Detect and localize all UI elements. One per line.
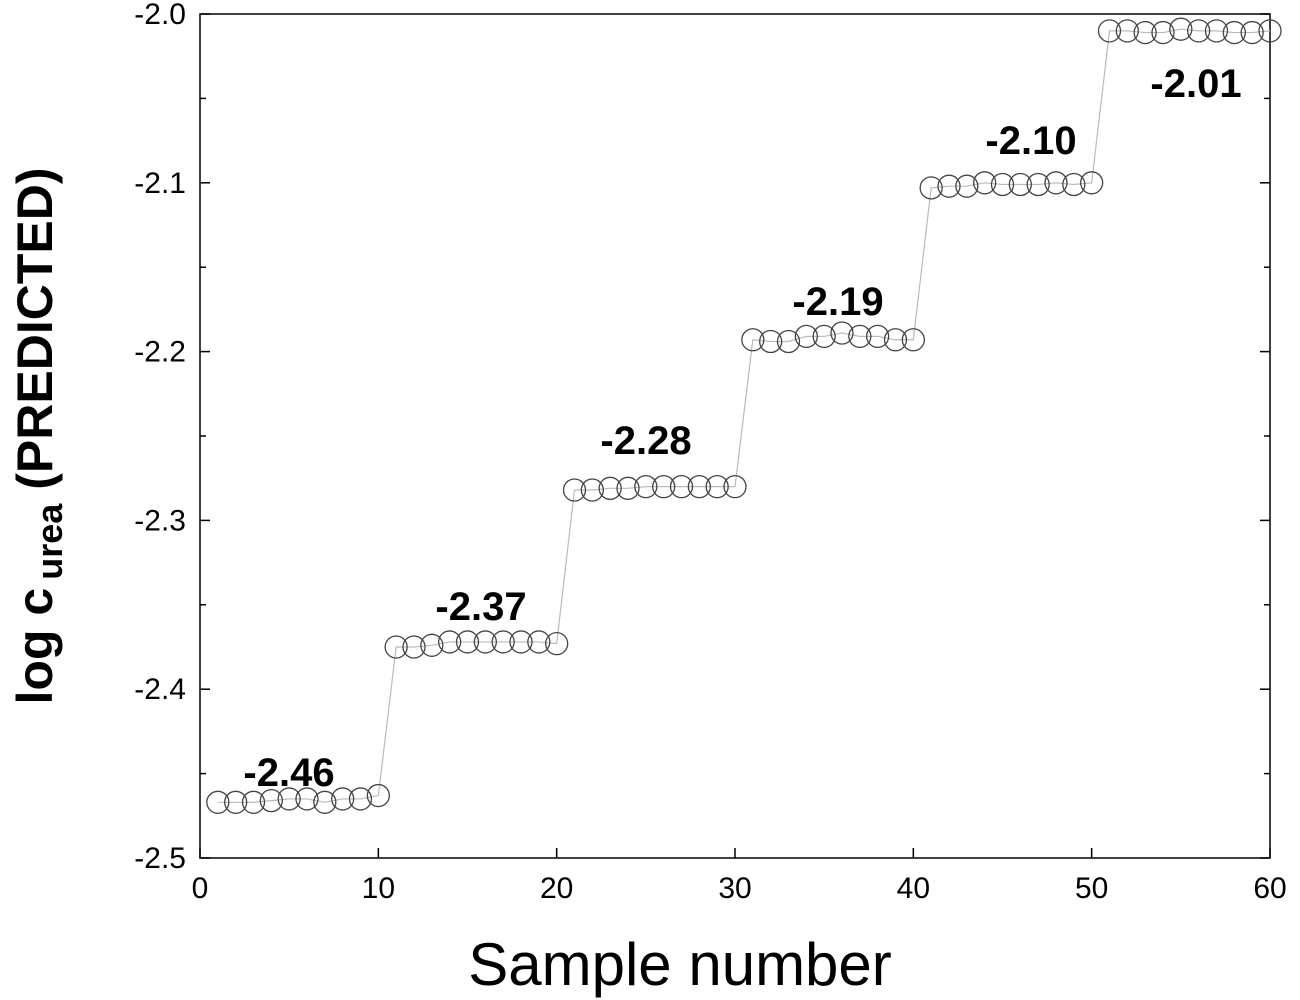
y-label-subscript: urea xyxy=(29,503,70,580)
data-point xyxy=(1222,20,1246,45)
data-point xyxy=(669,474,694,499)
data-point xyxy=(455,630,480,654)
annotation: -2.37 xyxy=(435,585,526,629)
annotation: -2.46 xyxy=(243,751,334,795)
data-point xyxy=(277,787,301,811)
data-point xyxy=(438,630,462,654)
data-point xyxy=(812,324,836,349)
data-point xyxy=(883,328,908,352)
y-label-main: log c xyxy=(7,588,63,705)
annotation: -2.01 xyxy=(1150,62,1241,106)
x-tick-label: 30 xyxy=(718,872,751,905)
data-point xyxy=(830,321,854,345)
y-axis-label: log c urea (PREDICTED) xyxy=(7,168,70,705)
data-point xyxy=(527,630,551,654)
data-point xyxy=(473,630,497,654)
data-point xyxy=(1169,17,1193,41)
data-point xyxy=(1204,19,1229,43)
data-point xyxy=(616,476,640,500)
data-point xyxy=(241,790,266,814)
data-point xyxy=(206,790,230,814)
data-point xyxy=(313,790,337,814)
annotation: -2.19 xyxy=(792,280,883,324)
data-point xyxy=(919,176,943,200)
y-tick-label: -2.3 xyxy=(134,504,186,537)
data-point xyxy=(224,790,248,814)
x-axis-label: Sample number xyxy=(468,931,892,998)
annotation: -2.10 xyxy=(985,119,1076,163)
data-point xyxy=(901,328,925,352)
data-point xyxy=(366,783,390,808)
data-point xyxy=(1062,172,1086,197)
data-point xyxy=(705,474,729,499)
data-point xyxy=(776,329,801,354)
data-point xyxy=(580,478,604,502)
data-point xyxy=(331,787,355,811)
data-point xyxy=(1097,19,1122,43)
x-tick-label: 50 xyxy=(1075,872,1108,905)
y-tick-label: -2.0 xyxy=(134,0,186,31)
y-label-suffix: (PREDICTED) xyxy=(7,168,63,490)
data-point xyxy=(866,324,890,349)
plot-frame xyxy=(199,13,1271,859)
data-point xyxy=(509,630,533,654)
y-tick-label: -2.4 xyxy=(134,673,186,706)
data-point xyxy=(652,474,676,499)
data-point xyxy=(759,329,783,354)
data-point xyxy=(384,635,408,659)
x-tick-label: 20 xyxy=(540,872,573,905)
data-point xyxy=(687,474,711,499)
y-tick-label: -2.5 xyxy=(134,842,186,875)
x-tick-label: 0 xyxy=(192,872,209,905)
x-tick-label: 10 xyxy=(362,872,395,905)
data-point xyxy=(1008,172,1032,197)
data-point xyxy=(1115,19,1139,43)
data-point xyxy=(973,171,997,195)
data-point xyxy=(848,324,872,349)
data-point xyxy=(1026,172,1050,197)
data-point xyxy=(634,474,658,499)
data-point xyxy=(955,174,979,198)
data-point xyxy=(990,172,1015,197)
x-tick-label: 40 xyxy=(897,872,930,905)
annotation: -2.28 xyxy=(600,419,691,463)
y-tick-label: -2.2 xyxy=(134,336,186,369)
x-tick-label: 60 xyxy=(1253,872,1286,905)
data-point xyxy=(491,630,515,654)
data-point xyxy=(1133,20,1157,45)
data-point xyxy=(402,635,426,659)
data-point xyxy=(794,324,818,349)
data-point xyxy=(1044,171,1068,195)
data-point xyxy=(545,631,569,656)
data-point xyxy=(420,633,444,657)
data-point xyxy=(723,474,747,499)
data-point xyxy=(295,787,319,811)
data-point xyxy=(348,787,373,811)
data-point xyxy=(1187,19,1211,43)
data-point xyxy=(1258,19,1282,43)
data-point xyxy=(1151,20,1175,45)
y-tick-label: -2.1 xyxy=(134,167,186,200)
series-line xyxy=(217,28,1271,803)
data-point xyxy=(741,328,765,352)
data-point xyxy=(598,476,622,500)
data-point xyxy=(1240,20,1264,45)
data-point xyxy=(562,478,587,502)
data-point xyxy=(259,788,283,813)
data-point xyxy=(1080,171,1104,195)
data-point xyxy=(937,174,961,198)
